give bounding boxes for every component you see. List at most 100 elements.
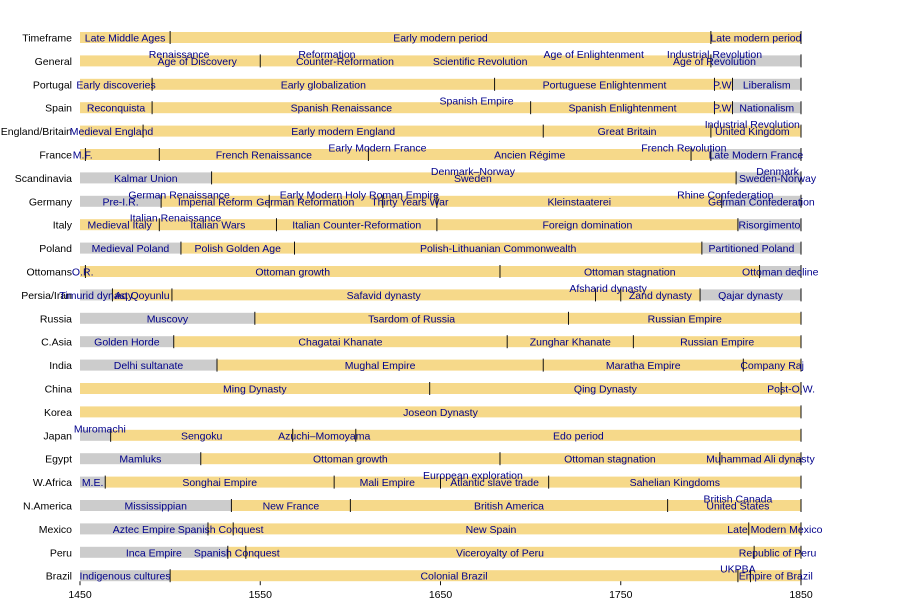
period-label-egypt-3: Muhammad Ali dynasty: [706, 454, 815, 466]
annotation-germany-3: Rhine Confederation: [677, 189, 773, 201]
row-label-timeframe: Timeframe: [22, 33, 72, 45]
period-label-mexico-1: Spanish Conquest: [178, 524, 264, 536]
period-label-germany-3: Thirty Years War: [371, 196, 449, 208]
annotation-brazil-0: UKPBA: [720, 564, 756, 576]
period-bar-c-asia-1: [173, 336, 508, 348]
period-bar-france-2: [159, 149, 369, 160]
period-label-poland-3: Partitioned Poland: [709, 243, 795, 255]
period-bar-mexico-0: [80, 523, 208, 535]
period-label-spain-4: Nationalism: [739, 103, 794, 115]
period-bar-ottomans-3: [759, 266, 801, 277]
annotation-germany-0: German Renaissance: [128, 189, 230, 201]
period-bar-germany-3: [382, 195, 437, 207]
period-label-persia-iran-5: Qajar dynasty: [718, 290, 784, 302]
period-bar-portugal-4: [732, 78, 801, 90]
period-label-japan-3: Edo period: [553, 430, 604, 442]
period-bar-timeframe-0: [80, 32, 171, 43]
row-label-japan: Japan: [43, 430, 72, 442]
period-bar-korea-0: [80, 406, 801, 418]
timeline-row-mexico: Mexico Aztec Empire Spanish Conquest New Sp…: [39, 522, 823, 536]
period-label-peru-1: Spanish Conquest: [194, 547, 280, 559]
period-bar-spain-0: [80, 102, 153, 114]
period-bar-poland-3: [701, 242, 801, 254]
timeline-row-brazil: Brazil Indigenous cultures Colonial Brazil…: [46, 564, 813, 583]
annotation-scandinavia-2: Denmark: [756, 166, 799, 178]
period-bar-japan-2: [292, 429, 356, 441]
period-bar-brazil-2: [737, 570, 751, 582]
period-bar-spain-3: [714, 102, 733, 114]
period-label-n-america-2: British America: [474, 501, 544, 513]
period-bar-england-britain-1: [143, 125, 544, 137]
row-label-spain: Spain: [45, 103, 72, 115]
annotation-england-britain-0: Industrial Revolution: [705, 119, 800, 131]
row-label-italy: Italy: [53, 220, 73, 232]
period-bar-russia-2: [568, 312, 801, 324]
period-label-c-asia-1: Chagatai Khanate: [298, 337, 382, 349]
period-label-w-africa-4: Sahelian Kingdoms: [630, 477, 720, 489]
period-bar-china-2: [781, 383, 801, 394]
period-bar-scandinavia-1: [211, 172, 737, 184]
period-label-egypt-2: Ottoman stagnation: [564, 454, 656, 466]
period-label-germany-4: Kleinstaaterei: [547, 196, 611, 208]
annotation-france-0: Early Modern France: [328, 142, 426, 154]
period-bar-c-asia-3: [633, 336, 801, 348]
period-label-w-africa-3: Atlantic slave trade: [450, 477, 539, 489]
period-label-poland-2: Polish-Lithuanian Commonwealth: [420, 243, 577, 255]
annotation-italy-0: Italian Renaissance: [130, 213, 222, 225]
period-bar-germany-4: [436, 195, 722, 207]
x-axis: 1450 1550 1650 1750 1850: [68, 581, 813, 600]
timeline-row-spain: Spain Reconquista Spanish Renaissance Spani…: [45, 96, 802, 115]
period-bar-poland-2: [294, 242, 702, 254]
timeline-row-peru: Peru Inca Empire Spanish Conquest Viceroyal…: [50, 545, 817, 559]
timeline-row-germany: Germany Pre-I.R. Imperial Reform Thirty Yea…: [29, 189, 815, 208]
timeline-row-france: France M.F. French Renaissance Ancien Régim…: [39, 142, 803, 161]
period-label-c-asia-0: Golden Horde: [94, 337, 160, 349]
timeline-row-china: China Ming Dynasty Qing Dynasty Post-O.W.: [45, 382, 815, 396]
period-label-portugal-4: Liberalism: [743, 79, 791, 91]
period-bar-germany-1: [161, 195, 270, 207]
period-bar-england-britain-0: [80, 125, 144, 137]
period-bar-c-asia-0: [80, 336, 174, 348]
period-bar-peru-2: [245, 546, 755, 558]
period-label-germany-1: Imperial Reform: [178, 196, 253, 208]
period-label-spain-1: Spanish Renaissance: [291, 103, 393, 115]
period-bar-italy-4: [737, 219, 801, 231]
row-label-scandinavia: Scandinavia: [15, 173, 72, 185]
annotation-general-5: Age of Enlightenment: [544, 49, 644, 61]
annotation-n-america-1: United States: [706, 501, 769, 513]
row-label-peru: Peru: [50, 547, 72, 559]
period-bar-persia-iran-5: [700, 289, 801, 301]
annotation-general-3: Counter-Reformation: [296, 56, 394, 68]
period-label-peru-2: Viceroyalty of Peru: [456, 547, 544, 559]
timeline-row-n-america: N.America Mississippian New France British …: [23, 493, 802, 513]
period-label-italy-1: Italian Wars: [190, 220, 245, 232]
row-label-china: China: [45, 384, 73, 396]
annotation-japan-0: Muromachi: [74, 423, 126, 435]
period-label-ottomans-1: Ottoman growth: [255, 267, 330, 279]
period-label-portugal-2: Portuguese Enlightenment: [543, 79, 667, 91]
timeline-row-c-asia: C.Asia Golden Horde Chagatai Khanate Zungha…: [41, 335, 802, 349]
row-label-portugal: Portugal: [33, 79, 72, 91]
period-bar-n-america-1: [231, 500, 351, 511]
period-bar-ottomans-1: [85, 266, 500, 277]
period-bar-portugal-2: [494, 78, 715, 90]
period-bar-spain-1: [152, 102, 531, 114]
period-label-ottomans-0: O.R.: [72, 267, 94, 279]
period-bar-france-5: [710, 149, 801, 160]
period-bar-w-africa-4: [548, 476, 801, 488]
period-label-n-america-1: New France: [263, 501, 320, 513]
period-bar-peru-3: [754, 546, 801, 558]
annotation-general-4: Scientific Revolution: [433, 56, 528, 68]
period-label-italy-3: Foreign domination: [542, 220, 632, 232]
period-label-persia-iran-2: Safavid dynasty: [347, 290, 422, 302]
period-bar-japan-3: [355, 429, 801, 441]
period-bar-india-3: [743, 359, 801, 371]
annotation-n-america-0: British Canada: [703, 493, 772, 505]
period-bar-mexico-1: [207, 523, 234, 535]
period-label-japan-2: Azuchi–Momoyama: [278, 430, 370, 442]
period-label-portugal-0: Early discoveries: [76, 79, 155, 91]
period-bar-persia-iran-1: [112, 289, 172, 301]
period-label-w-africa-0: M.E.: [82, 477, 104, 489]
period-bar-egypt-1: [200, 453, 500, 465]
period-label-japan-1: Sengoku: [181, 430, 223, 442]
